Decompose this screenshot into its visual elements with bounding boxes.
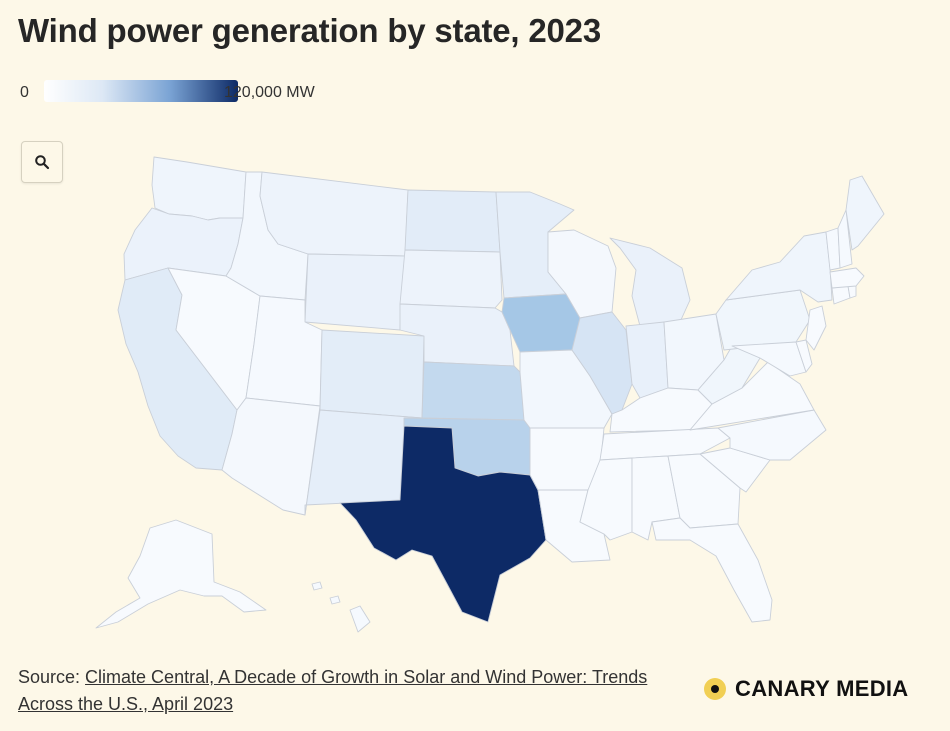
search-icon [35,155,50,170]
state-michigan[interactable] [609,237,691,327]
state-new-jersey[interactable] [805,305,827,351]
state-delaware[interactable] [795,339,813,373]
brand-logo: CANARY MEDIA [704,676,909,702]
state-wyoming[interactable] [304,253,406,331]
state-south-dakota[interactable] [399,249,503,309]
state-new-york[interactable] [725,231,833,303]
zoom-button[interactable] [21,141,63,183]
legend-gradient-bar [44,80,238,102]
state-oregon[interactable] [123,207,244,281]
state-connecticut[interactable] [831,285,851,305]
state-maine[interactable] [845,175,885,251]
state-iowa[interactable] [501,293,581,353]
state-alaska[interactable] [95,519,267,629]
state-texas[interactable] [339,425,547,623]
chart-title: Wind power generation by state, 2023 [18,12,601,49]
state-washington[interactable] [151,156,247,221]
us-map [95,156,885,633]
state-massachusetts[interactable] [829,267,865,289]
state-florida[interactable] [651,517,773,623]
source-prefix: Source: [18,667,86,687]
source-link[interactable]: Climate Central, A Decade of Growth in S… [18,667,648,714]
state-hawaii[interactable] [311,581,371,633]
state-arizona[interactable] [221,397,321,516]
state-north-carolina[interactable] [717,409,827,461]
state-montana[interactable] [259,171,409,257]
state-north-dakota[interactable] [404,189,501,253]
state-south-carolina[interactable] [699,447,771,493]
legend-max-label: 120,000 MW [224,84,315,101]
canary-dot-icon [704,678,726,700]
source-note: Source: Climate Central, A Decade of Gro… [18,664,698,718]
legend-min-label: 0 [20,84,29,101]
state-colorado[interactable] [319,329,425,419]
brand-name: CANARY MEDIA [735,676,909,701]
state-indiana[interactable] [625,321,669,399]
state-kansas[interactable] [421,361,525,421]
state-new-hampshire[interactable] [837,209,853,269]
state-maryland[interactable] [731,341,807,377]
